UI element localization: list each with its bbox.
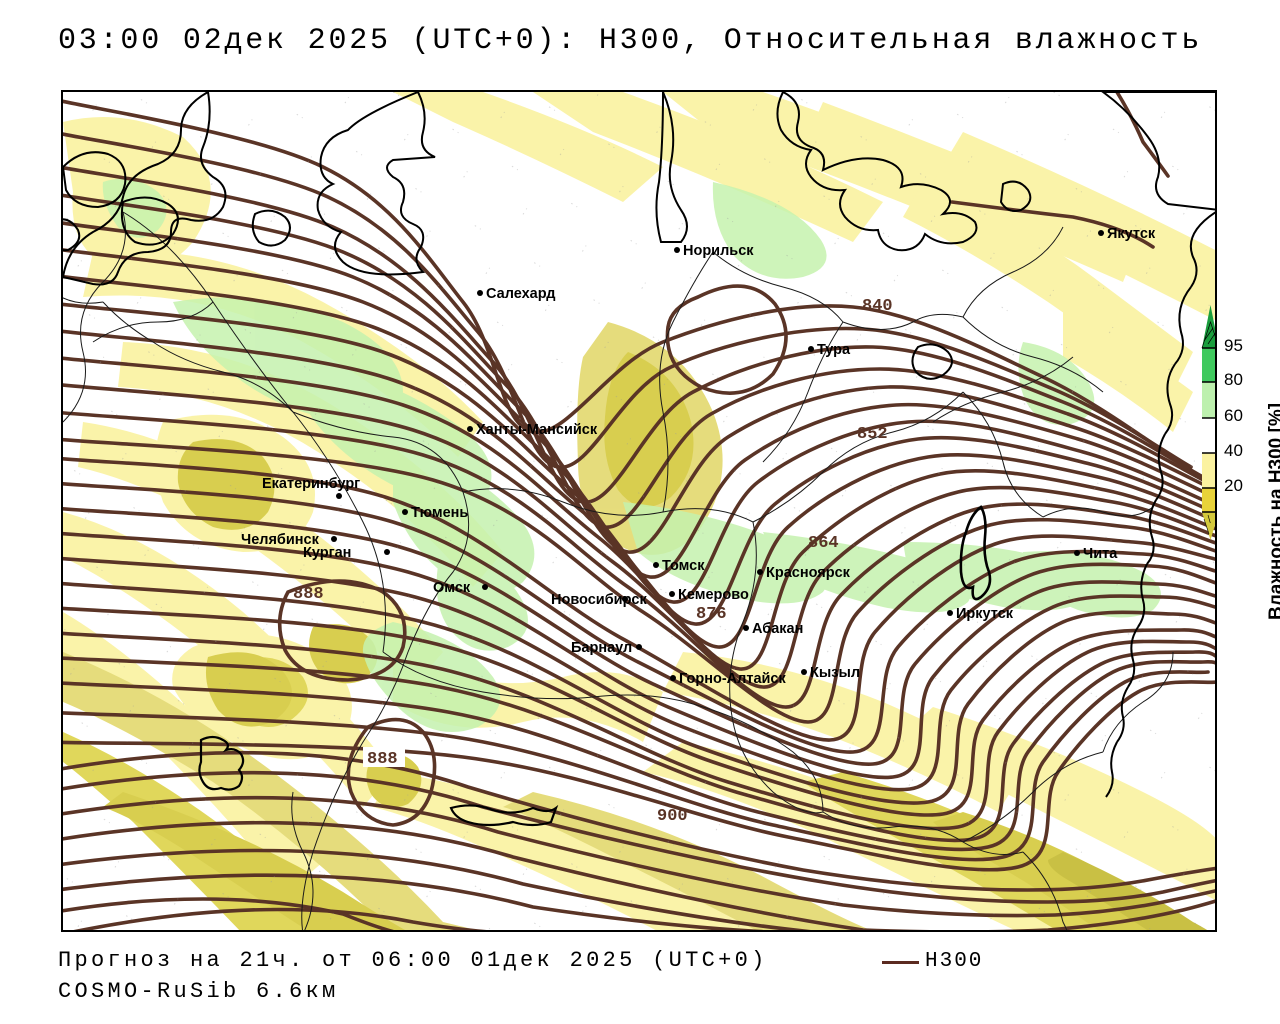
svg-text:900: 900 [657,807,688,826]
svg-text:Норильск: Норильск [683,243,754,259]
svg-text:864: 864 [808,534,839,553]
svg-text:Омск: Омск [433,580,471,596]
svg-text:876: 876 [696,605,727,624]
svg-text:888: 888 [293,585,324,604]
svg-text:Абакан: Абакан [752,621,803,637]
svg-text:Чита: Чита [1083,546,1118,562]
svg-text:Томск: Томск [662,558,705,574]
svg-text:Горно-Алтайск: Горно-Алтайск [679,671,786,687]
svg-text:852: 852 [857,425,888,444]
svg-text:Кемерово: Кемерово [678,587,749,603]
svg-text:840: 840 [862,297,893,316]
svg-text:Новосибирск: Новосибирск [551,592,647,608]
svg-text:Екатеринбург: Екатеринбург [262,476,360,492]
svg-text:Салехард: Салехард [486,286,555,302]
svg-text:Иркутск: Иркутск [956,606,1014,622]
svg-text:Тура: Тура [817,342,851,358]
svg-text:Кызыл: Кызыл [810,665,860,681]
svg-text:Барнаул: Барнаул [571,640,632,656]
svg-text:888: 888 [367,750,398,769]
svg-text:Тюмень: Тюмень [411,505,468,521]
svg-text:Ханты-Мансийск: Ханты-Мансийск [476,422,598,438]
svg-text:Якутск: Якутск [1107,226,1156,242]
svg-text:Красноярск: Красноярск [766,565,851,581]
svg-text:Курган: Курган [303,545,351,561]
